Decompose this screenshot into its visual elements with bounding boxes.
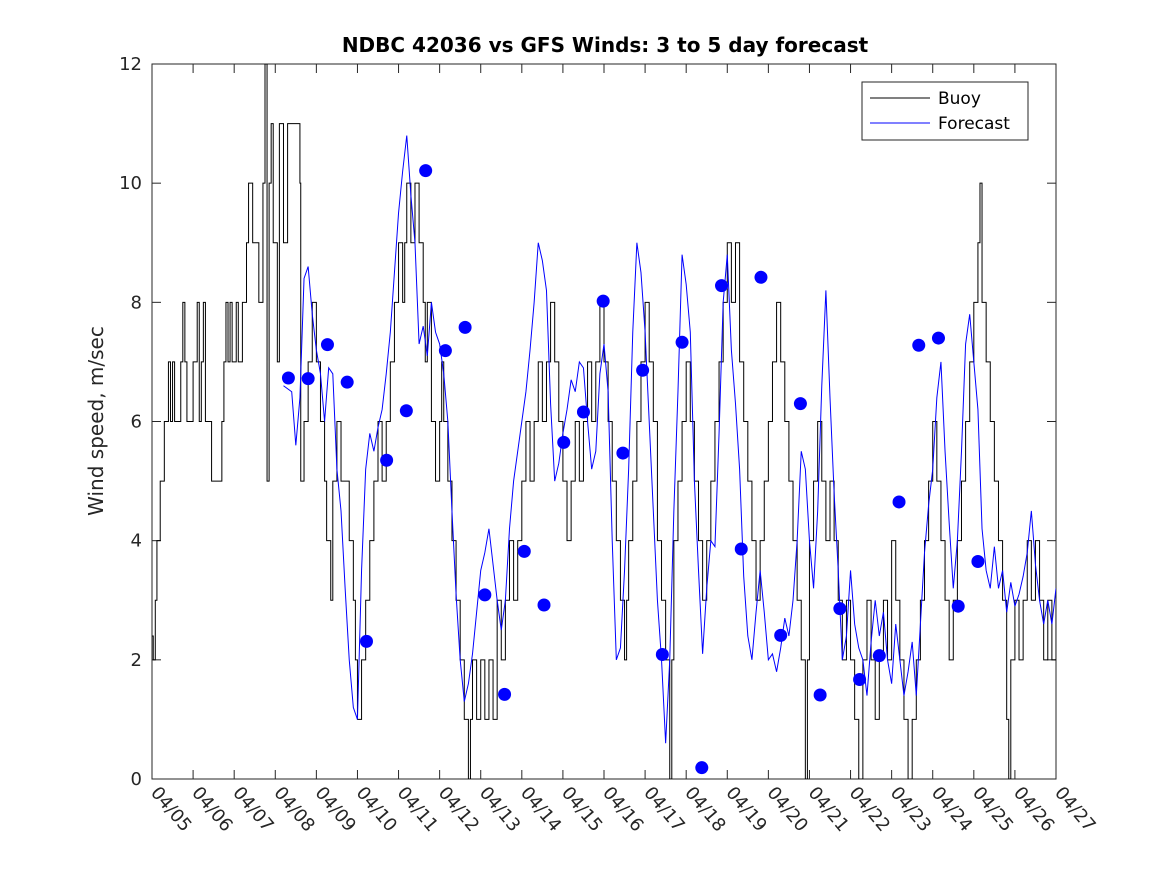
forecast-marker: [675, 335, 689, 349]
forecast-marker: [793, 397, 807, 411]
forecast-marker: [301, 372, 315, 386]
forecast-marker: [853, 672, 867, 686]
legend-box: [861, 81, 1029, 141]
series-line-buoy: [152, 64, 1056, 779]
forecast-marker: [951, 599, 965, 613]
forecast-marker: [281, 371, 295, 385]
y-tick-label: 8: [131, 292, 142, 313]
forecast-marker: [478, 588, 492, 602]
chart-title: NDBC 42036 vs GFS Winds: 3 to 5 day fore…: [342, 33, 869, 57]
y-axis-label: Wind speed, m/sec: [84, 326, 108, 516]
forecast-marker: [892, 495, 906, 509]
forecast-marker: [754, 270, 768, 284]
forecast-marker: [399, 404, 413, 418]
forecast-marker: [872, 649, 886, 663]
forecast-marker: [438, 344, 452, 358]
legend-label-buoy: Buoy: [938, 89, 981, 109]
forecast-marker: [557, 435, 571, 449]
forecast-marker: [596, 294, 610, 308]
forecast-marker: [912, 338, 926, 352]
forecast-marker: [636, 363, 650, 377]
forecast-marker: [320, 338, 334, 352]
plot-area: 02468101204/0504/0604/0704/0804/0904/100…: [119, 54, 1100, 836]
forecast-marker: [734, 542, 748, 556]
forecast-marker: [517, 544, 531, 558]
forecast-marker: [359, 634, 373, 648]
y-tick-label: 10: [119, 173, 142, 194]
series-line-forecast: [283, 135, 1056, 744]
axes-box: [151, 63, 1057, 780]
y-tick-label: 0: [131, 769, 142, 790]
y-tick-label: 4: [131, 531, 142, 552]
forecast-marker: [458, 320, 472, 334]
forecast-marker: [616, 446, 630, 460]
forecast-marker: [774, 628, 788, 642]
forecast-marker: [380, 453, 394, 467]
legend-label-forecast: Forecast: [938, 114, 1010, 134]
forecast-marker: [537, 598, 551, 612]
forecast-marker: [419, 164, 433, 178]
forecast-marker: [715, 279, 729, 293]
y-tick-label: 12: [119, 54, 142, 75]
forecast-marker: [971, 555, 985, 569]
forecast-marker: [340, 375, 354, 389]
forecast-marker: [833, 602, 847, 616]
y-tick-label: 2: [131, 650, 142, 671]
forecast-marker: [498, 687, 512, 701]
forecast-marker: [813, 688, 827, 702]
forecast-marker: [695, 761, 709, 775]
forecast-marker: [655, 647, 669, 661]
forecast-marker: [931, 331, 945, 345]
forecast-marker: [576, 405, 590, 419]
y-tick-label: 6: [131, 412, 142, 433]
